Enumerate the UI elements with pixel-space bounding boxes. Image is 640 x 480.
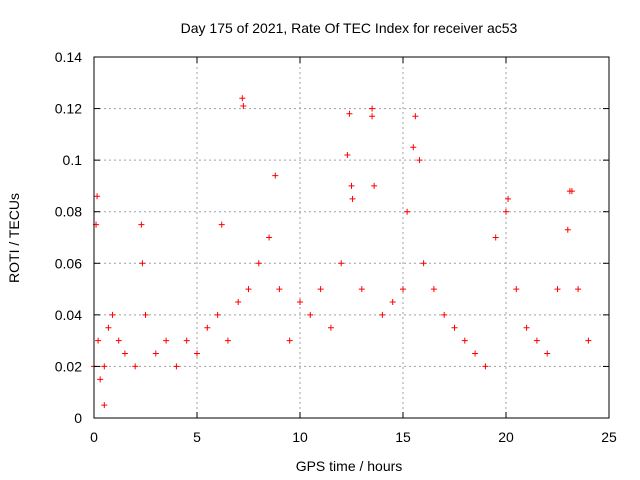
y-tick-label: 0 bbox=[74, 410, 82, 426]
data-point bbox=[451, 324, 458, 331]
data-point bbox=[240, 102, 247, 109]
data-point bbox=[97, 376, 104, 383]
data-point bbox=[389, 298, 396, 305]
x-tick-label: 15 bbox=[395, 429, 411, 445]
data-point bbox=[348, 182, 355, 189]
data-point bbox=[379, 311, 386, 318]
y-tick-label: 0.02 bbox=[55, 358, 82, 374]
plot-frame bbox=[93, 56, 610, 419]
data-point bbox=[218, 221, 225, 228]
data-point bbox=[204, 324, 211, 331]
data-point bbox=[349, 195, 356, 202]
data-point bbox=[239, 95, 246, 102]
x-tick-label: 25 bbox=[601, 429, 617, 445]
data-point bbox=[214, 311, 221, 318]
data-point bbox=[276, 286, 283, 293]
data-point bbox=[95, 337, 102, 344]
data-point bbox=[235, 298, 242, 305]
data-point bbox=[412, 113, 419, 120]
data-point bbox=[358, 286, 365, 293]
data-point bbox=[297, 298, 303, 305]
data-point bbox=[286, 337, 293, 344]
x-tick-label: 10 bbox=[292, 429, 308, 445]
data-point bbox=[132, 363, 139, 370]
data-point bbox=[430, 286, 437, 293]
data-point bbox=[121, 350, 128, 357]
data-point bbox=[266, 234, 273, 241]
data-point bbox=[400, 286, 406, 293]
data-point bbox=[344, 151, 351, 158]
data-point bbox=[138, 221, 145, 228]
data-point bbox=[564, 226, 571, 233]
data-point bbox=[533, 337, 540, 344]
data-point bbox=[346, 110, 353, 117]
data-point bbox=[101, 363, 108, 370]
y-tick-label: 0.08 bbox=[55, 204, 82, 220]
y-tick-label: 0.06 bbox=[55, 255, 82, 271]
data-point bbox=[420, 260, 427, 267]
data-point bbox=[568, 188, 575, 195]
axis-ticks: 0 5 10 15 20 25 0 0.02 0.04 0.06 0.08 0.1 0.12 0.14 bbox=[55, 49, 617, 445]
y-tick-label: 0.04 bbox=[55, 307, 82, 323]
data-point bbox=[109, 311, 116, 318]
data-point bbox=[94, 193, 101, 200]
data-point bbox=[416, 157, 423, 164]
data-point bbox=[461, 337, 468, 344]
data-point bbox=[255, 260, 262, 267]
data-point bbox=[142, 311, 149, 318]
data-point bbox=[554, 286, 561, 293]
data-point bbox=[115, 337, 122, 344]
data-point bbox=[307, 311, 314, 318]
y-tick-label: 0.1 bbox=[63, 152, 83, 168]
data-point bbox=[482, 363, 489, 370]
data-point bbox=[410, 144, 417, 151]
x-tick-label: 5 bbox=[193, 429, 201, 445]
data-point bbox=[404, 208, 411, 215]
x-tick-label: 20 bbox=[498, 429, 514, 445]
data-point bbox=[441, 311, 448, 318]
data-point bbox=[472, 350, 479, 357]
x-tick-label: 0 bbox=[90, 429, 98, 445]
data-point bbox=[173, 363, 180, 370]
data-point bbox=[163, 337, 170, 344]
y-tick-label: 0.12 bbox=[55, 101, 82, 117]
data-point bbox=[105, 324, 112, 331]
data-point bbox=[585, 337, 592, 344]
data-point bbox=[224, 337, 231, 344]
data-point bbox=[575, 286, 582, 293]
chart-title: Day 175 of 2021, Rate Of TEC Index for r… bbox=[181, 20, 518, 36]
x-axis-label: GPS time / hours bbox=[296, 458, 403, 474]
data-point bbox=[272, 172, 279, 179]
data-point bbox=[317, 286, 324, 293]
data-point bbox=[152, 350, 159, 357]
data-point bbox=[371, 182, 378, 189]
data-point bbox=[544, 350, 551, 357]
y-axis-label: ROTI / TECUs bbox=[6, 193, 22, 283]
data-point bbox=[505, 195, 512, 202]
grid-lines bbox=[94, 57, 609, 418]
data-point bbox=[338, 260, 345, 267]
data-point bbox=[139, 260, 146, 267]
data-point bbox=[245, 286, 252, 293]
data-point bbox=[101, 402, 108, 409]
data-points bbox=[91, 95, 592, 409]
data-point bbox=[327, 324, 334, 331]
data-point bbox=[369, 113, 376, 120]
data-point bbox=[492, 234, 499, 241]
data-point bbox=[513, 286, 520, 293]
data-point bbox=[523, 324, 530, 331]
y-tick-label: 0.14 bbox=[55, 49, 82, 65]
data-point bbox=[503, 208, 509, 215]
data-point bbox=[183, 337, 190, 344]
data-point bbox=[369, 105, 376, 112]
data-point bbox=[194, 350, 200, 357]
